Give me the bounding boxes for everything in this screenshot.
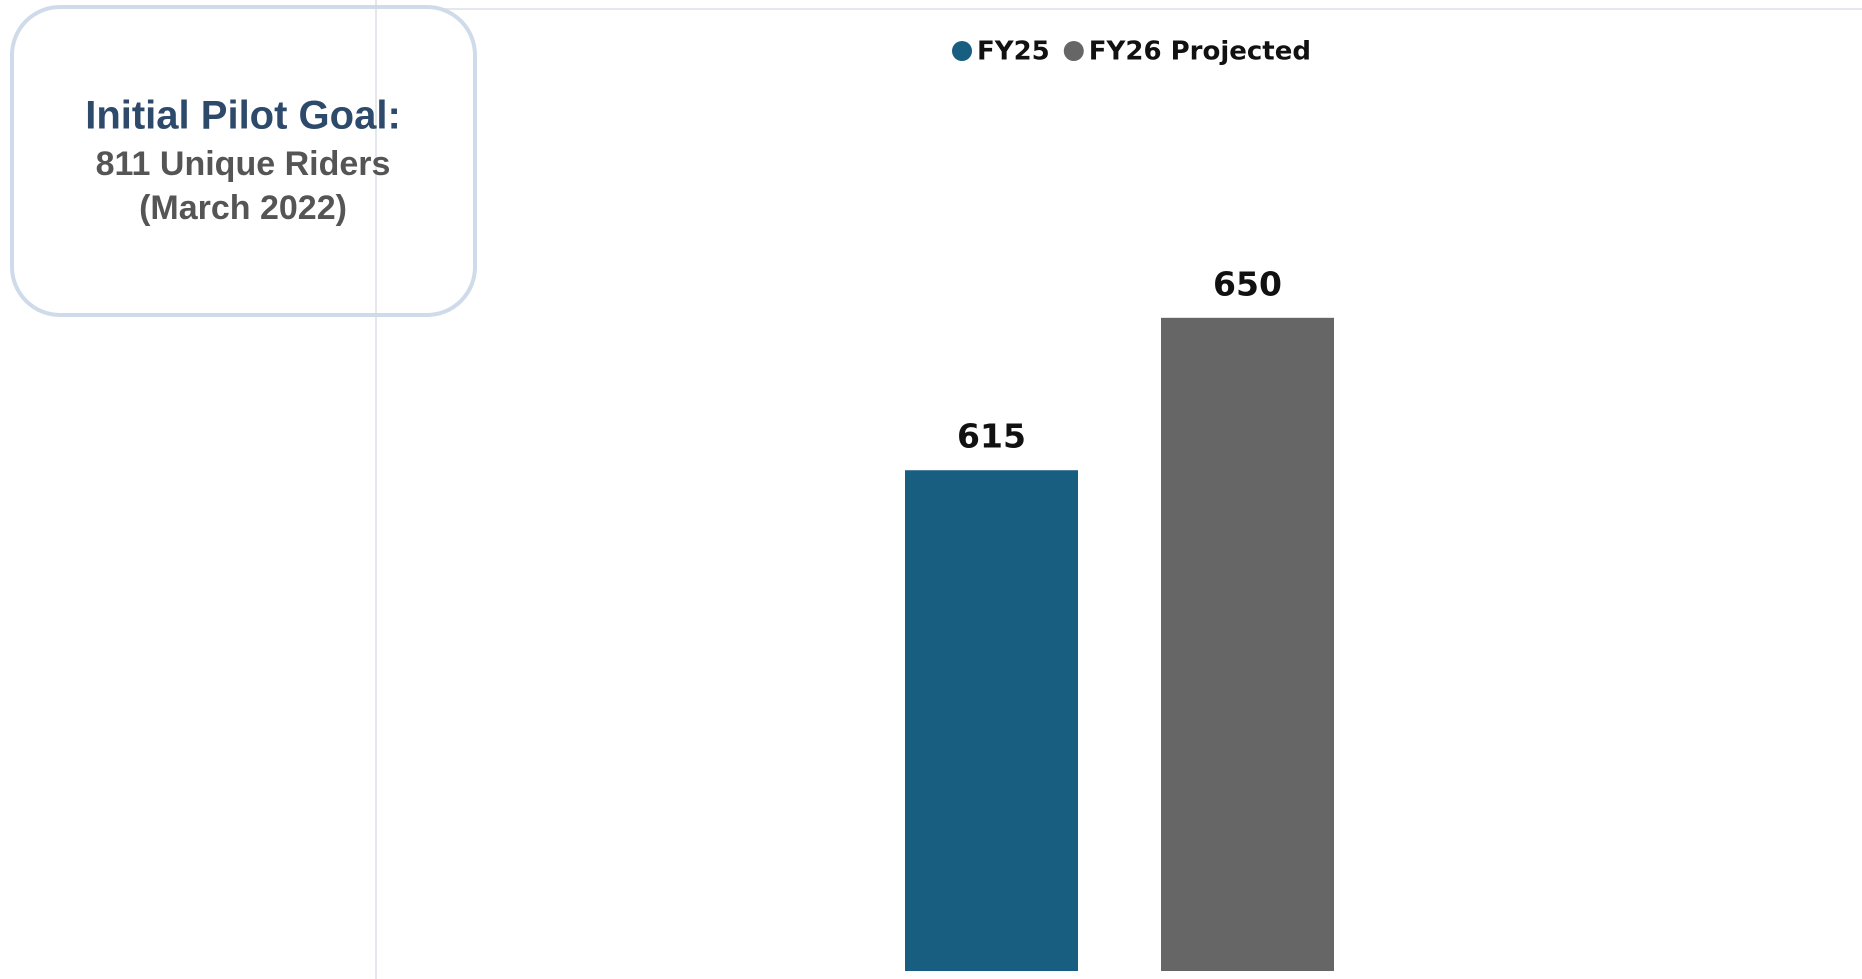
annotation-title: Initial Pilot Goal:: [85, 94, 401, 138]
bar: [1161, 317, 1334, 971]
annotation-box: [10, 5, 477, 317]
legend-label: FY25: [977, 37, 1050, 67]
legend-marker: [952, 41, 972, 61]
legend-marker: [1063, 41, 1084, 61]
bar: [905, 470, 1078, 971]
annotation-line: 811 Unique Riders: [96, 145, 391, 183]
data-label: 615: [957, 417, 1026, 456]
annotation-line: (March 2022): [139, 189, 347, 227]
data-label: 650: [1213, 264, 1282, 303]
legend-label: FY26 Projected: [1089, 37, 1311, 67]
